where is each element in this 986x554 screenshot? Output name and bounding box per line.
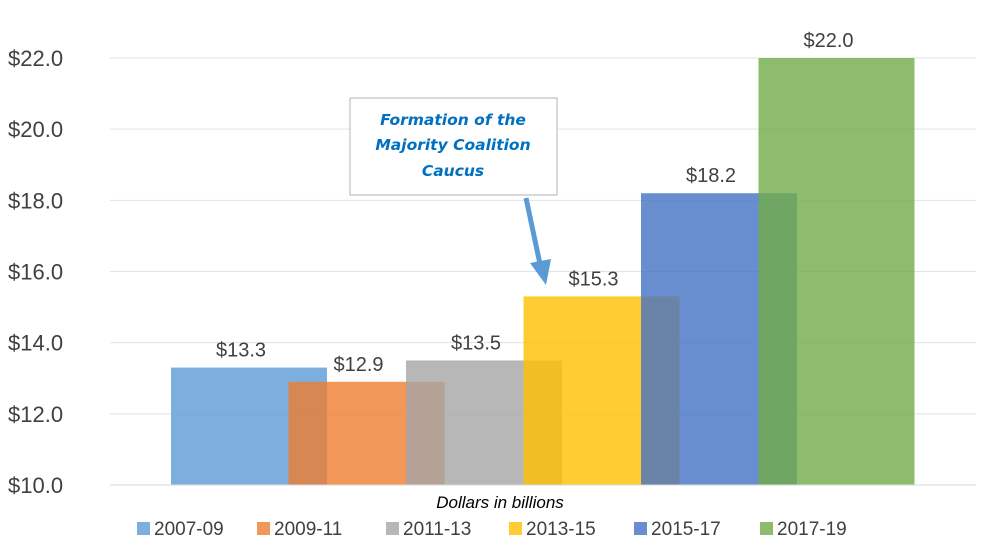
legend-label: 2013-15: [526, 519, 596, 540]
y-axis-ticks: $10.0 $12.0 $14.0 $16.0 $18.0 $20.0 $22.0: [8, 46, 63, 498]
bar-2017-19: [758, 58, 915, 485]
y-tick-label: $20.0: [8, 117, 63, 142]
annotation-line-2: Majority Coalition: [375, 136, 530, 154]
data-label: $13.3: [216, 340, 266, 362]
annotation-line-3: Caucus: [422, 162, 484, 180]
y-tick-label: $16.0: [8, 260, 63, 285]
y-tick-label: $14.0: [8, 331, 63, 356]
annotation-line-1: Formation of the: [380, 111, 526, 129]
legend-swatch: [257, 522, 270, 535]
legend-swatch: [386, 522, 399, 535]
legend-swatch: [760, 522, 773, 535]
data-label: $12.9: [333, 354, 383, 376]
legend-swatch: [137, 522, 150, 535]
annotation-arrow: [523, 197, 543, 265]
data-label: $13.5: [451, 332, 501, 354]
y-tick-label: $18.0: [8, 188, 63, 213]
legend-swatch: [509, 522, 522, 535]
y-tick-label: $10.0: [8, 473, 63, 498]
legend-label: 2015-17: [651, 519, 721, 540]
data-label: $15.3: [568, 268, 618, 290]
annotation-box: [349, 97, 558, 196]
annotation: Formation of the Majority Coalition Cauc…: [349, 97, 558, 285]
bars: [171, 58, 915, 485]
data-labels: $13.3 $12.9 $13.5 $15.3 $18.2 $22.0: [216, 30, 854, 376]
legend-label: 2007-09: [154, 519, 224, 540]
x-axis-label: Dollars in billions: [436, 493, 564, 512]
legend-label: 2017-19: [777, 519, 847, 540]
data-label: $22.0: [803, 30, 853, 52]
legend: 2007-09 2009-11 2011-13 2013-15 2015-17 2017-…: [137, 519, 847, 540]
annotation-arrow-head: [530, 259, 551, 285]
data-label: $18.2: [686, 165, 736, 187]
legend-swatch: [634, 522, 647, 535]
y-tick-label: $22.0: [8, 46, 63, 71]
y-tick-label: $12.0: [8, 402, 63, 427]
legend-label: 2011-13: [403, 519, 471, 540]
legend-label: 2009-11: [274, 519, 342, 540]
